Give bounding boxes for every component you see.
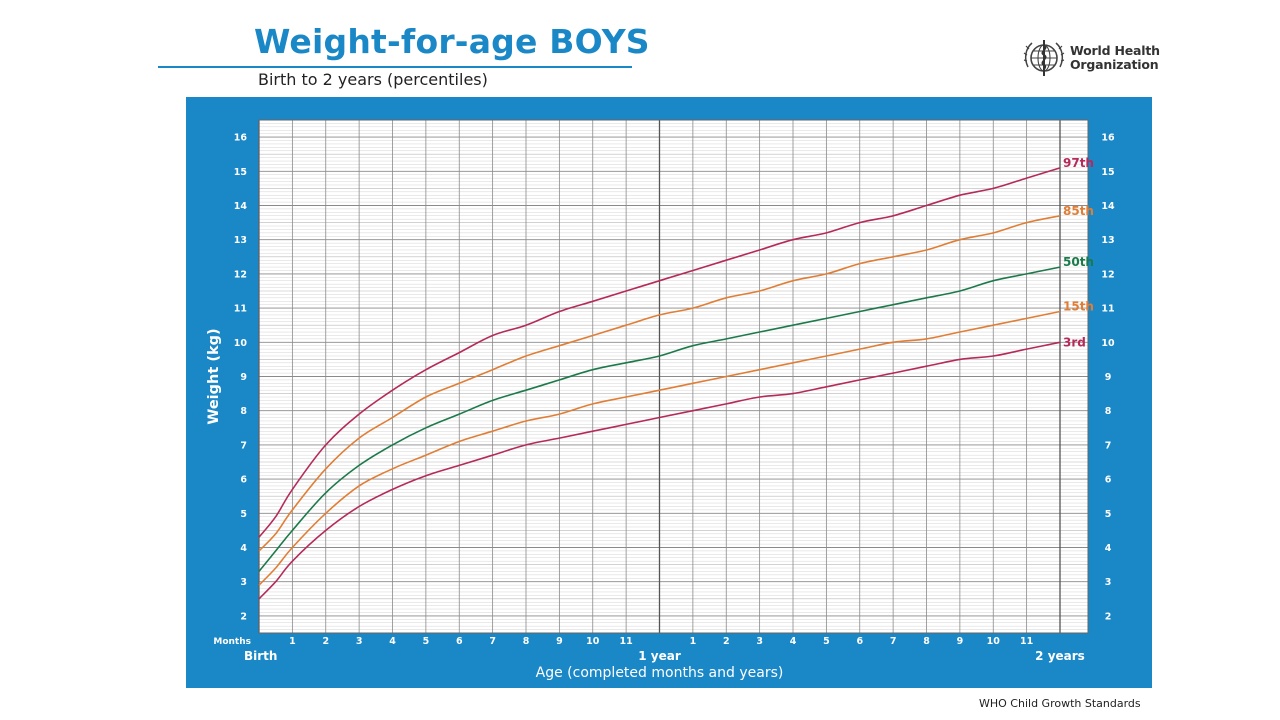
y-tick-label-left: 4 — [240, 543, 247, 554]
who-name-line1: World Health — [1070, 43, 1160, 58]
y-tick-label-right: 4 — [1105, 543, 1112, 554]
percentile-curve-85th — [258, 215, 1061, 552]
who-name-line2: Organization — [1070, 57, 1159, 72]
title-rule — [158, 66, 632, 68]
x-major-label: Birth — [244, 649, 277, 663]
y-tick-label-left: 3 — [240, 577, 247, 588]
page-subtitle: Birth to 2 years (percentiles) — [258, 70, 488, 89]
x-unit-label: Months — [213, 637, 251, 647]
percentile-curve-15th — [258, 310, 1061, 586]
footer-credit: WHO Child Growth Standards — [979, 697, 1141, 710]
x-tick-label-month: 4 — [790, 636, 797, 647]
y-tick-label-right: 13 — [1101, 235, 1114, 246]
y-tick-label-left: 7 — [240, 440, 247, 451]
percentile-label: 3rd — [1063, 335, 1086, 349]
x-tick-label-month: 2 — [322, 636, 329, 647]
y-tick-label-left: 13 — [234, 235, 247, 246]
x-tick-label-month: 4 — [389, 636, 396, 647]
plot-border — [258, 119, 1089, 634]
y-tick-label-right: 2 — [1105, 611, 1112, 622]
x-tick-label-month: 6 — [456, 636, 463, 647]
y-tick-label-left: 14 — [234, 201, 248, 212]
y-tick-label-left: 10 — [234, 338, 248, 349]
y-tick-label-right: 10 — [1101, 338, 1115, 349]
y-tick-label-right: 8 — [1105, 406, 1112, 417]
x-tick-label-month: 11 — [620, 636, 633, 647]
y-tick-label-left: 2 — [240, 611, 247, 622]
x-major-label: 2 years — [1035, 649, 1085, 663]
y-tick-label-right: 14 — [1101, 201, 1115, 212]
chart-panel: 2 2 3 3 4 4 5 5 6 6 7 7 8 8 9 9 10 10 11 11 12 12 13 13 14 14 15 15… — [186, 97, 1152, 688]
y-tick-label-right: 3 — [1105, 577, 1112, 588]
y-tick-label-left: 9 — [240, 372, 247, 383]
who-logo: World Health Organization — [1022, 37, 1160, 79]
y-tick-label-right: 5 — [1105, 509, 1112, 520]
y-tick-label-right: 16 — [1101, 133, 1115, 144]
y-tick-label-left: 16 — [234, 133, 248, 144]
page-title: Weight-for-age BOYS — [254, 22, 650, 61]
who-emblem-icon — [1023, 40, 1065, 76]
percentile-label: 50th — [1063, 255, 1094, 269]
x-tick-label-month: 3 — [756, 636, 763, 647]
x-tick-label-month: 1 — [289, 636, 296, 647]
x-tick-label-month: 5 — [423, 636, 430, 647]
y-tick-label-right: 7 — [1105, 440, 1112, 451]
percentile-curve-97th — [258, 167, 1061, 538]
y-tick-label-right: 11 — [1101, 304, 1114, 315]
y-tick-label-left: 6 — [240, 475, 247, 486]
who-wordmark: World Health Organization — [1070, 44, 1160, 72]
y-tick-label-left: 5 — [240, 509, 247, 520]
x-tick-label-month: 9 — [556, 636, 563, 647]
y-tick-label-right: 15 — [1101, 167, 1114, 178]
x-tick-label-month: 9 — [957, 636, 964, 647]
x-axis-title: Age (completed months and years) — [536, 665, 784, 681]
x-tick-label-month: 7 — [489, 636, 496, 647]
y-tick-label-left: 8 — [240, 406, 247, 417]
x-tick-label-month: 3 — [356, 636, 363, 647]
x-tick-label-month: 8 — [523, 636, 530, 647]
x-tick-label-month: 8 — [923, 636, 930, 647]
x-tick-label-month: 11 — [1020, 636, 1033, 647]
x-major-label: 1 year — [638, 649, 681, 663]
x-tick-label-month: 1 — [690, 636, 697, 647]
x-tick-label-month: 2 — [723, 636, 730, 647]
x-tick-label-month: 7 — [890, 636, 897, 647]
y-tick-label-left: 12 — [234, 269, 247, 280]
x-tick-label-month: 10 — [586, 636, 600, 647]
percentile-curve-3rd — [258, 341, 1061, 600]
percentile-label: 97th — [1063, 156, 1094, 170]
percentile-label: 85th — [1063, 204, 1094, 218]
x-tick-label-month: 10 — [987, 636, 1001, 647]
x-tick-label-month: 6 — [856, 636, 863, 647]
y-axis-title: Weight (kg) — [206, 328, 222, 424]
percentile-label: 15th — [1063, 300, 1094, 314]
y-tick-label-right: 6 — [1105, 475, 1112, 486]
percentile-curve-50th — [258, 266, 1061, 572]
y-tick-label-right: 12 — [1101, 269, 1114, 280]
y-tick-label-left: 15 — [234, 167, 247, 178]
y-tick-label-right: 9 — [1105, 372, 1112, 383]
x-tick-label-month: 5 — [823, 636, 830, 647]
y-tick-label-left: 11 — [234, 304, 247, 315]
